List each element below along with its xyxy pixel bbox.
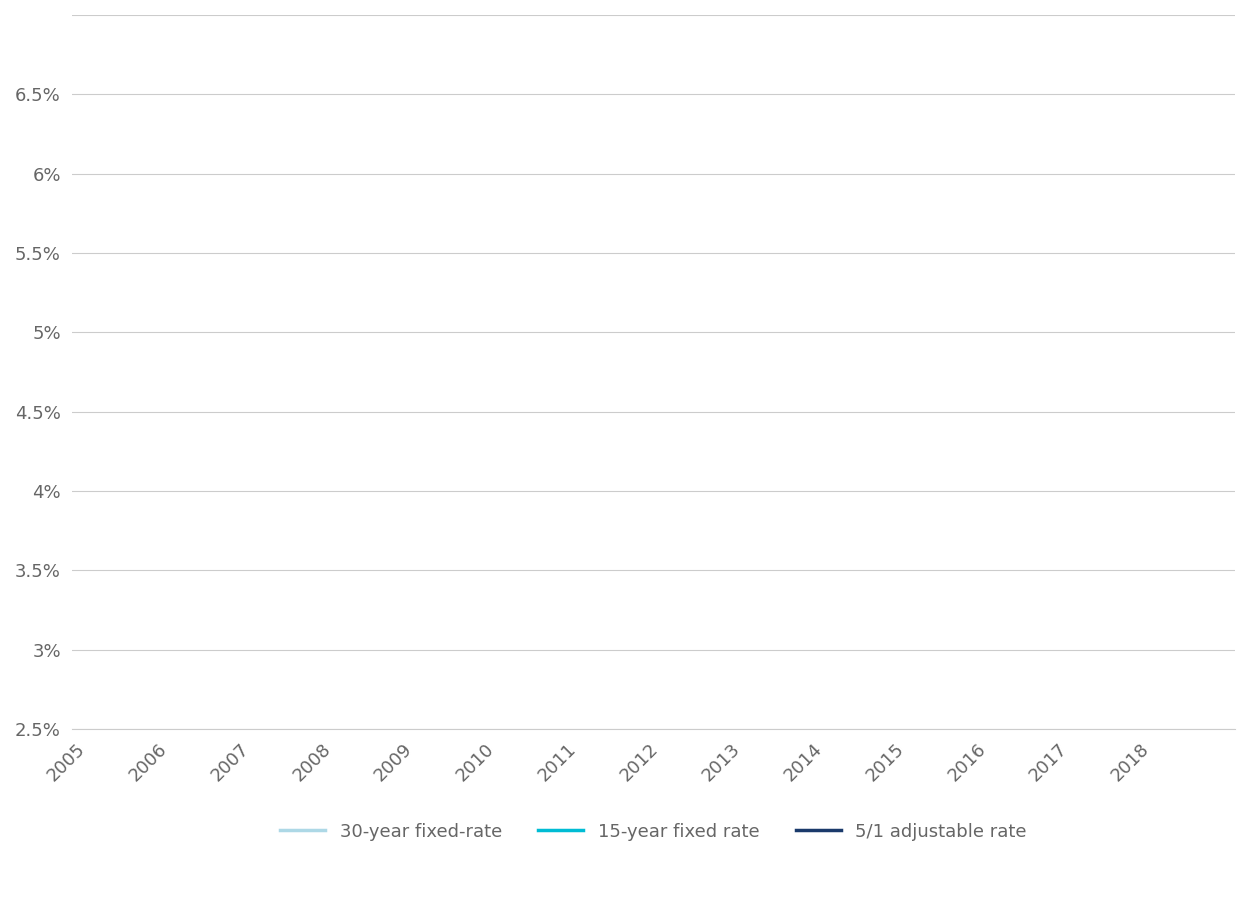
Legend: 30-year fixed-rate, 15-year fixed rate, 5/1 adjustable rate: 30-year fixed-rate, 15-year fixed rate, … (272, 816, 1034, 849)
